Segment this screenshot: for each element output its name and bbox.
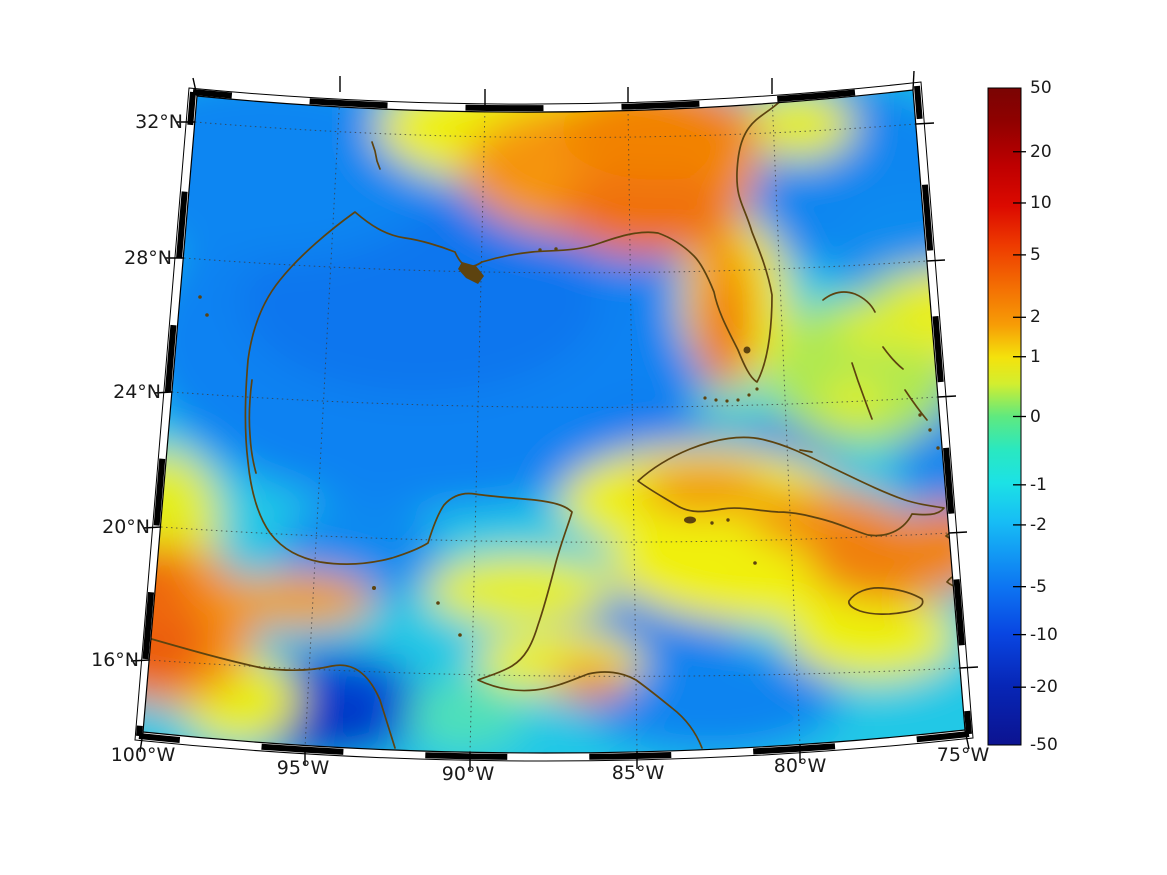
y-tick-label: 24°N (113, 381, 161, 403)
graticule (148, 92, 961, 754)
colorbar-tick-label: -20 (1030, 677, 1058, 698)
colorbar-ticks (1013, 151, 1026, 688)
axis-ticks (130, 70, 979, 770)
coastline-islets (198, 247, 940, 637)
x-tick-label: 100°W (110, 744, 176, 766)
x-tick-label: 80°W (773, 755, 827, 777)
map-frame (134, 81, 974, 762)
coastlines (147, 90, 965, 749)
x-tick-label: 90°W (441, 763, 495, 785)
colorbar-tick-label: 2 (1030, 307, 1041, 328)
colorbar-tick-label: -1 (1030, 474, 1047, 495)
x-tick-label: 95°W (276, 757, 330, 779)
colorbar-tick-label: 10 (1030, 192, 1052, 213)
x-tick-label: 75°W (936, 744, 990, 766)
y-tick-label: 32°N (135, 111, 183, 133)
x-tick-label: 85°W (611, 762, 665, 784)
y-tick-label: 20°N (102, 516, 150, 538)
colorbar-tick-label: 5 (1030, 244, 1041, 265)
colorbar-tick-label: -50 (1030, 735, 1058, 755)
colorbar-tick-label: -10 (1030, 624, 1058, 645)
y-tick-label: 28°N (124, 247, 172, 269)
y-tick-label: 16°N (91, 649, 139, 671)
colorbar-tick-label: -2 (1030, 514, 1047, 535)
colorbar-tick-label: -5 (1030, 576, 1047, 597)
colorbar-tick-label: 1 (1030, 346, 1041, 367)
heatmap-field (143, 90, 965, 754)
colorbar (987, 87, 1026, 746)
colorbar-tick-label: 20 (1030, 141, 1052, 162)
colorbar-tick-label: 0 (1030, 406, 1041, 427)
colorbar-tick-label: 50 (1030, 78, 1052, 98)
